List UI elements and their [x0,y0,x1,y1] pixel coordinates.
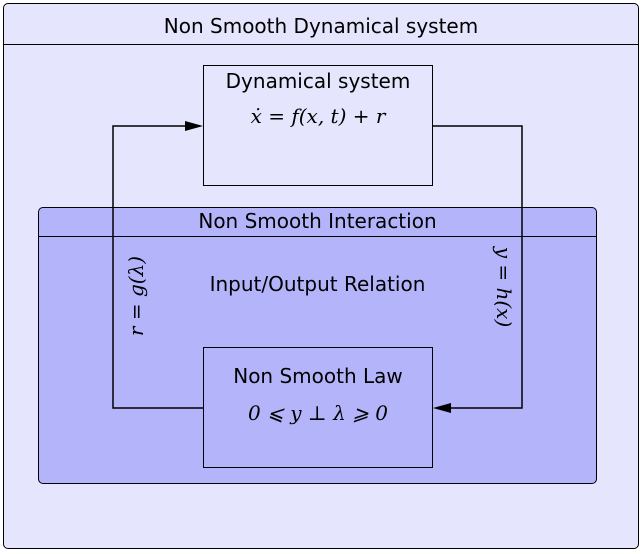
dynamical-system-formula: ẋ = f(x, t) + r [250,104,386,128]
nonsmooth-law-box: Non Smooth Law 0 ⩽ y ⊥ λ ⩾ 0 [203,347,433,468]
input-arrowhead [185,121,203,131]
dynamical-system-box: Dynamical system ẋ = f(x, t) + r [203,65,433,186]
input-wire [112,125,203,409]
relation-label: Input/Output Relation [209,272,426,296]
interaction-title-divider [38,236,597,237]
output-wire [433,125,523,409]
dynamical-system-title: Dynamical system [225,69,411,93]
nonsmooth-law-formula: 0 ⩽ y ⊥ λ ⩾ 0 [248,401,388,425]
output-relation-label: y = h(x) [492,246,516,328]
system-title-divider [3,44,639,45]
system-title: Non Smooth Dynamical system [163,14,479,38]
interaction-title: Non Smooth Interaction [198,209,437,233]
input-relation-label: r = g(λ) [124,255,148,337]
output-arrowhead [433,403,451,413]
nonsmooth-law-title: Non Smooth Law [233,364,403,388]
